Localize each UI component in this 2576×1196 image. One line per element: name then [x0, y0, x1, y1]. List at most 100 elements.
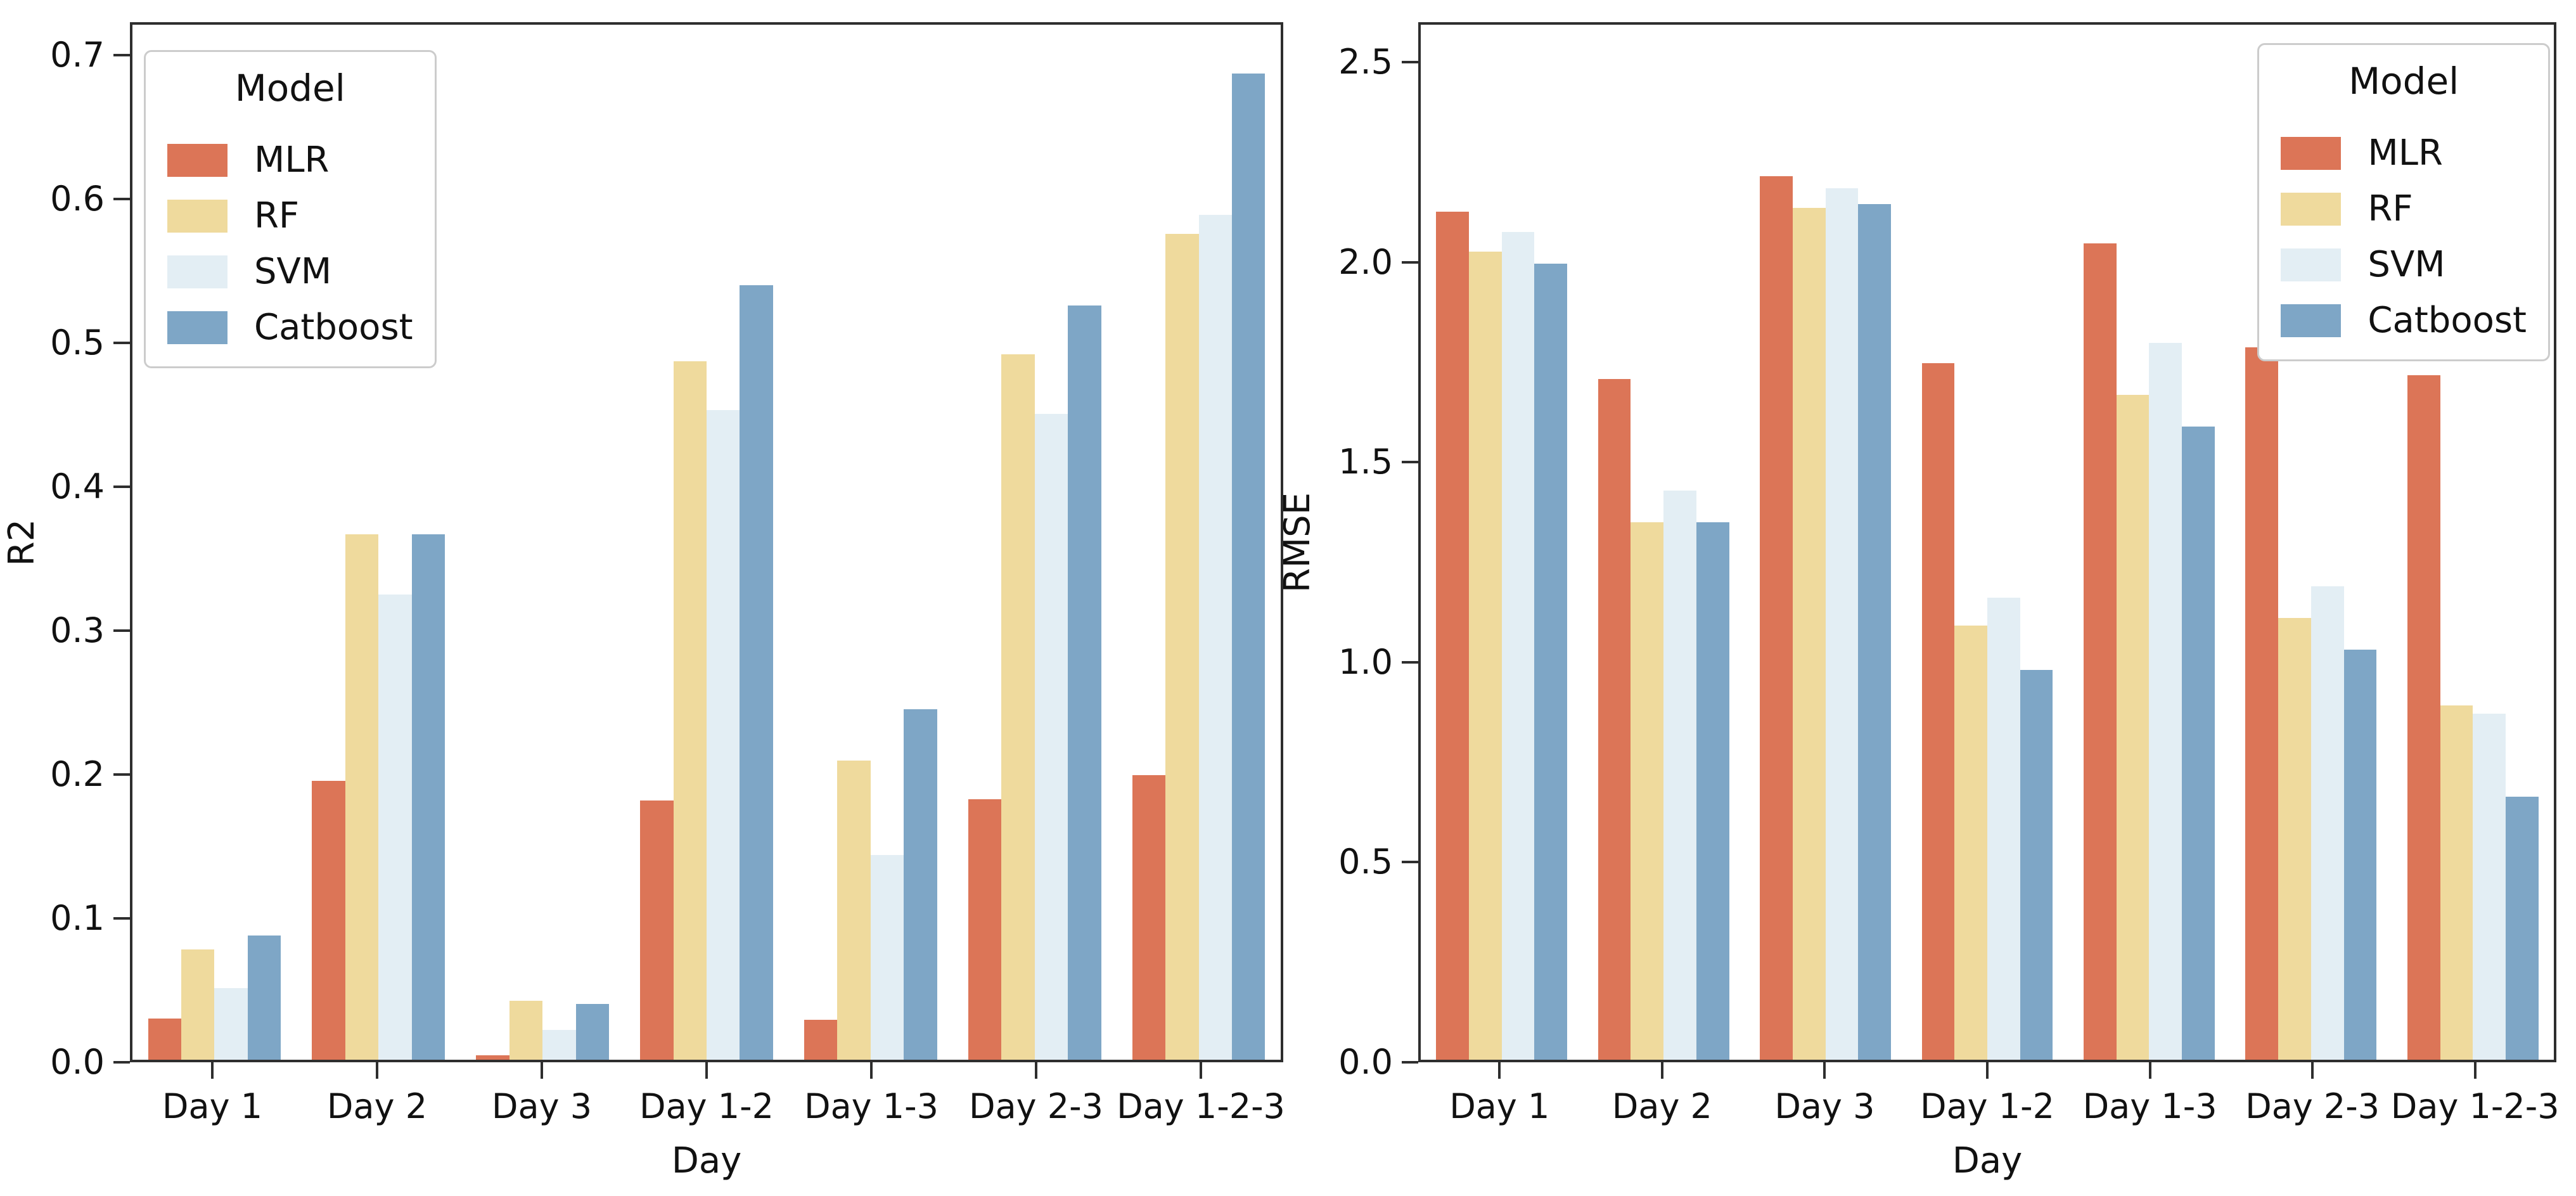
legend-rmse: Model MLR RF SVM Catboost	[2257, 43, 2550, 361]
ytick-mark-0-2	[113, 773, 130, 776]
legend-entry-svm: SVM	[167, 252, 413, 292]
bar-rf-day-3	[1792, 207, 1826, 1060]
xtick-mark-day-3	[1823, 1062, 1826, 1079]
legend-swatch-mlr	[2281, 137, 2342, 170]
ytick-label-0-0: 0.0	[50, 1042, 105, 1082]
xtick-mark-day-2	[1660, 1062, 1663, 1079]
bar-group-day-2-3	[952, 25, 1117, 1060]
legend-swatch-mlr	[167, 144, 227, 177]
legend-label-svm: SVM	[254, 251, 332, 292]
legend-entry-catboost: Catboost	[2281, 301, 2527, 340]
bar-catboost-day-1-2-3	[2505, 797, 2539, 1060]
ytick-mark-0-5	[1402, 861, 1418, 864]
bar-mlr-day-1-2	[1921, 363, 1955, 1060]
bar-catboost-day-1	[1534, 263, 1568, 1060]
xtick-mark-day-1	[1498, 1062, 1501, 1079]
bar-svm-day-2-3	[2310, 586, 2344, 1060]
xtick-label-day-1-3: Day 1-3	[2082, 1086, 2217, 1126]
bar-rf-day-2	[345, 534, 379, 1060]
bar-svm-day-1-2	[1987, 598, 2020, 1060]
bar-groups	[1421, 25, 2554, 1060]
bar-catboost-day-2	[411, 534, 445, 1060]
ytick-mark-0-7	[113, 54, 130, 57]
legend-r2: Model MLR RF SVM Catboost	[144, 50, 437, 368]
bar-group-day-2	[297, 25, 461, 1060]
bar-group-day-2	[1582, 25, 1744, 1060]
ytick-mark-0-0	[113, 1061, 130, 1064]
bar-rf-day-1	[181, 949, 215, 1060]
bar-rf-day-1-2	[1954, 626, 1987, 1060]
legend-label-catboost: Catboost	[2368, 300, 2527, 341]
bar-rf-day-1-2-3	[1165, 233, 1199, 1060]
xtick-label-day-1-2: Day 1-2	[639, 1086, 774, 1126]
bar-mlr-day-3	[1760, 176, 1793, 1060]
legend-swatch-catboost	[2281, 304, 2342, 337]
xtick-label-day-2-3: Day 2-3	[969, 1086, 1103, 1126]
bar-catboost-day-2-3	[2343, 650, 2377, 1060]
xtick-label-day-2: Day 2	[326, 1086, 428, 1126]
ytick-label-1-5: 1.5	[1338, 442, 1393, 482]
xtick-mark-day-1-2	[1986, 1062, 1989, 1079]
bar-svm-day-1	[214, 988, 248, 1060]
bar-rf-day-1-2-3	[2440, 705, 2473, 1060]
xtick-label-day-3: Day 3	[491, 1086, 593, 1126]
legend-label-catboost: Catboost	[254, 307, 413, 348]
bar-mlr-day-2	[312, 780, 345, 1060]
bar-group-day-1-2	[1906, 25, 2068, 1060]
bar-group-day-1-2-3	[2392, 25, 2554, 1060]
ytick-mark-2-5	[1402, 61, 1418, 64]
ytick-mark-0-4	[113, 485, 130, 489]
legend-swatch-rf	[2281, 193, 2342, 226]
bar-catboost-day-2-3	[1068, 305, 1101, 1060]
bar-svm-day-2	[1663, 490, 1696, 1060]
ytick-mark-0-0	[1402, 1061, 1418, 1064]
legend-swatch-svm	[2281, 248, 2342, 281]
xtick-mark-day-2-3	[2311, 1062, 2314, 1079]
ytick-label-0-5: 0.5	[1338, 842, 1393, 882]
xtick-label-day-1-2: Day 1-2	[1920, 1086, 2054, 1126]
bar-group-day-1-2	[625, 25, 789, 1060]
bar-mlr-day-1-3	[2083, 243, 2117, 1060]
y-axis-label-r2: R2	[1, 518, 42, 566]
xtick-mark-day-3	[541, 1062, 543, 1079]
legend-entry-svm: SVM	[2281, 245, 2527, 285]
bar-rf-day-1-2	[673, 361, 707, 1060]
legend-entry-rf: RF	[167, 196, 413, 236]
bar-group-day-3	[461, 25, 625, 1060]
ytick-label-1-0: 1.0	[1338, 641, 1393, 682]
xtick-mark-day-1-2-3	[2473, 1062, 2477, 1079]
xtick-mark-day-2	[376, 1062, 378, 1079]
bar-mlr-day-1-2	[640, 801, 674, 1060]
xtick-label-day-2: Day 2	[1612, 1086, 1712, 1126]
ytick-mark-0-5	[113, 342, 130, 345]
ytick-mark-0-3	[113, 629, 130, 633]
bar-svm-day-1-2-3	[2473, 713, 2506, 1060]
bar-catboost-day-1-3	[904, 709, 937, 1060]
bar-mlr-day-2-3	[968, 799, 1002, 1060]
bar-mlr-day-1	[1436, 212, 1469, 1060]
ytick-label-2-5: 2.5	[1338, 42, 1393, 82]
x-axis-label-r2: Day	[671, 1140, 742, 1181]
legend-entry-mlr: MLR	[167, 141, 413, 180]
bar-catboost-day-3	[1858, 203, 1891, 1060]
xtick-mark-day-1	[211, 1062, 214, 1079]
bar-group-day-3	[1745, 25, 1906, 1060]
xtick-label-day-1: Day 1	[1449, 1086, 1550, 1126]
xtick-mark-day-2-3	[1035, 1062, 1037, 1079]
bar-mlr-day-1-2-3	[2407, 375, 2440, 1060]
legend-swatch-svm	[167, 255, 227, 288]
bar-svm-day-3	[1825, 188, 1859, 1060]
ytick-mark-2-0	[1402, 260, 1418, 264]
bar-rf-day-2-3	[2278, 617, 2311, 1060]
bar-group-day-1	[132, 25, 297, 1060]
bar-mlr-day-2	[1598, 379, 1631, 1060]
xtick-mark-day-1-2	[705, 1062, 708, 1079]
xtick-mark-day-1-3	[870, 1062, 873, 1079]
xtick-label-day-3: Day 3	[1774, 1086, 1875, 1126]
bar-rf-day-1	[1468, 252, 1502, 1060]
bar-catboost-day-3	[575, 1003, 609, 1060]
bar-catboost-day-2	[1696, 522, 1729, 1060]
ytick-mark-0-6	[113, 198, 130, 201]
legend-swatch-catboost	[167, 311, 227, 344]
